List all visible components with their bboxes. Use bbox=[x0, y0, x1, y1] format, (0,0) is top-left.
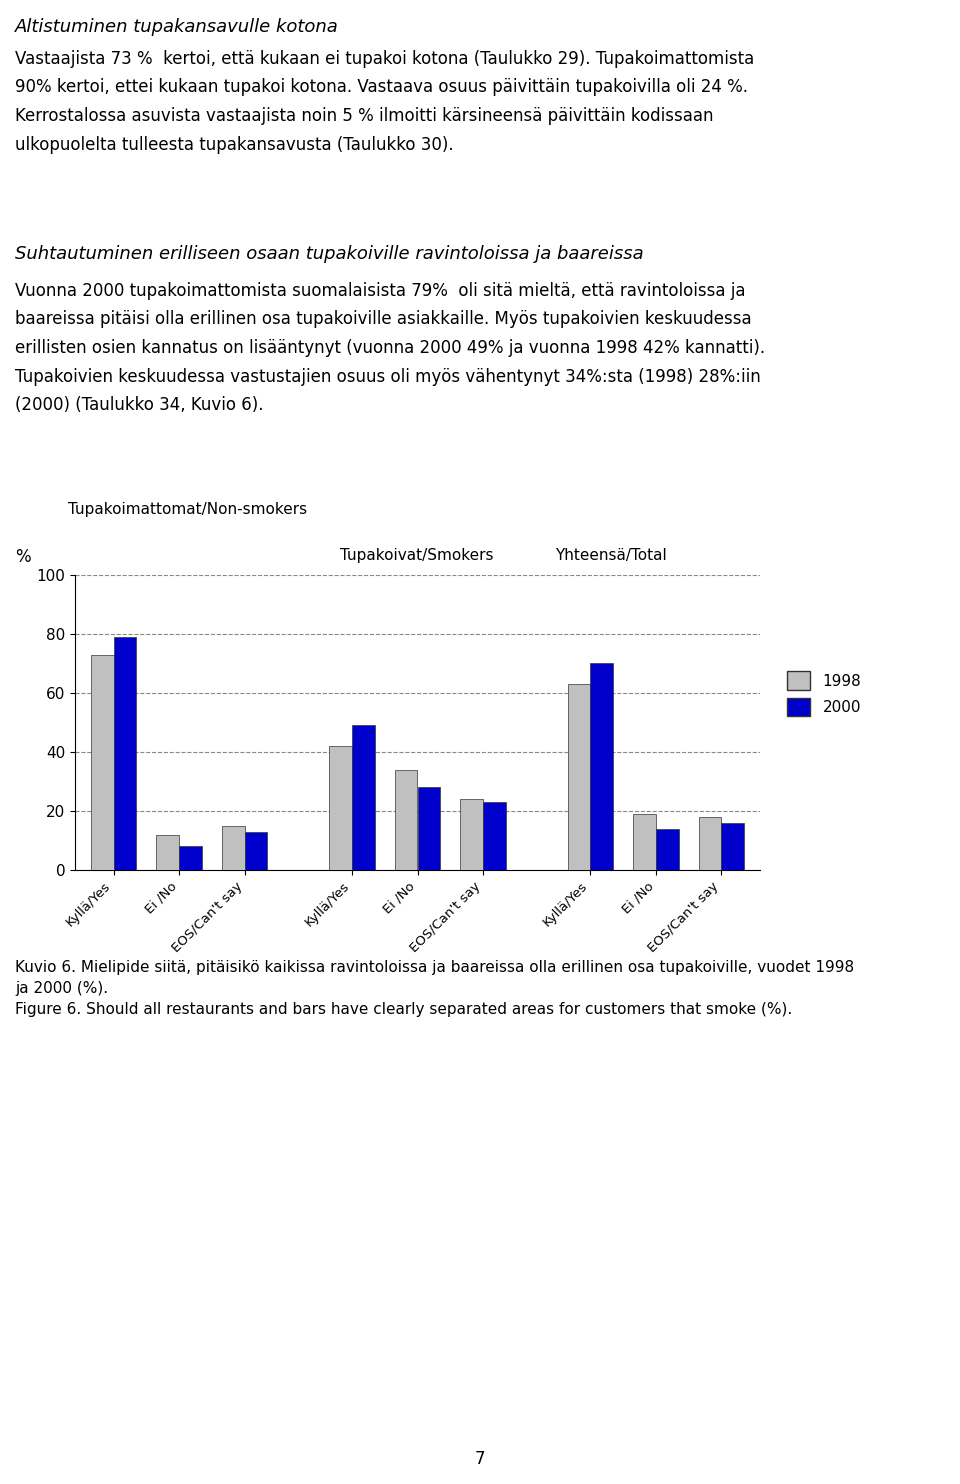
Text: Yhteensä/Total: Yhteensä/Total bbox=[555, 548, 667, 562]
Bar bbox=[113, 637, 136, 870]
Bar bbox=[395, 770, 418, 870]
Bar bbox=[180, 846, 202, 870]
Text: 7: 7 bbox=[475, 1450, 485, 1468]
Bar bbox=[222, 825, 245, 870]
Bar bbox=[418, 788, 440, 870]
Bar bbox=[461, 800, 483, 870]
Bar bbox=[483, 803, 506, 870]
Bar bbox=[329, 746, 352, 870]
Text: Tupakoimattomat/Non-smokers: Tupakoimattomat/Non-smokers bbox=[68, 502, 307, 516]
Bar bbox=[156, 834, 180, 870]
Bar bbox=[245, 831, 267, 870]
Bar bbox=[352, 726, 374, 870]
Text: Vastaajista 73 %  kertoi, että kukaan ei tupakoi kotona (Taulukko 29). Tupakoima: Vastaajista 73 % kertoi, että kukaan ei … bbox=[15, 50, 755, 153]
Bar bbox=[590, 663, 613, 870]
Text: Tupakoivat/Smokers: Tupakoivat/Smokers bbox=[340, 548, 493, 562]
Bar bbox=[722, 822, 744, 870]
Text: Kuvio 6. Mielipide siitä, pitäisikö kaikissa ravintoloissa ja baareissa olla eri: Kuvio 6. Mielipide siitä, pitäisikö kaik… bbox=[15, 960, 854, 1017]
Bar bbox=[656, 828, 679, 870]
Bar bbox=[91, 654, 113, 870]
Bar bbox=[699, 816, 722, 870]
Text: Altistuminen tupakansavulle kotona: Altistuminen tupakansavulle kotona bbox=[15, 18, 339, 36]
Bar bbox=[567, 684, 590, 870]
Legend: 1998, 2000: 1998, 2000 bbox=[781, 665, 868, 723]
Text: Suhtautuminen erilliseen osaan tupakoiville ravintoloissa ja baareissa: Suhtautuminen erilliseen osaan tupakoivi… bbox=[15, 245, 643, 263]
Text: %: % bbox=[15, 548, 31, 565]
Text: Vuonna 2000 tupakoimattomista suomalaisista 79%  oli sitä mieltä, että ravintolo: Vuonna 2000 tupakoimattomista suomalaisi… bbox=[15, 282, 765, 414]
Bar bbox=[634, 813, 656, 870]
